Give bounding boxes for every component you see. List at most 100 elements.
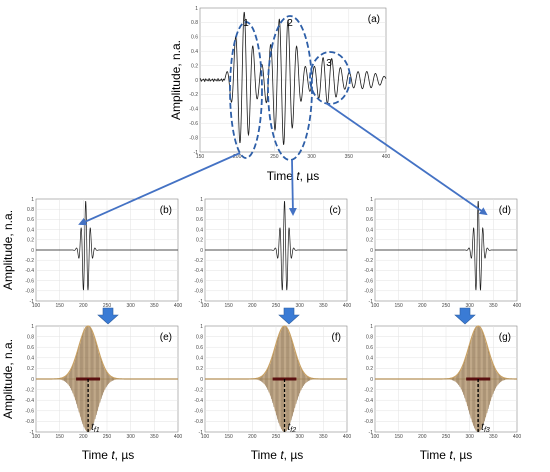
panel-d: 100 150 200 250 300 350 400 1 0.8 0.6 0.4 0.2 0 -0.2 -… bbox=[364, 197, 521, 309]
y-tick-label: 0.6 bbox=[366, 345, 373, 351]
x-tick-label: 200 bbox=[418, 434, 427, 440]
overlay-layer: 1 2 3 bbox=[78, 15, 488, 325]
peak-time-label: tf2 bbox=[288, 422, 297, 434]
panel-c: 100 150 200 250 300 350 400 1 0.8 0.6 0.4 0.2 0 -0.2 -… bbox=[194, 197, 351, 309]
y-tick-label: 1 bbox=[195, 6, 198, 12]
x-tick-label: 400 bbox=[382, 154, 391, 160]
y-tick-label: 0.2 bbox=[196, 238, 203, 244]
panel-a: 150 200 250 300 350 400 1 0.8 0.6 0.4 0.2 0 -0.2 -0.4… bbox=[169, 6, 390, 183]
y-tick-label: -0.2 bbox=[364, 387, 373, 393]
x-tick-label: 250 bbox=[103, 434, 112, 440]
y-tick-label: -0.8 bbox=[364, 419, 373, 425]
x-tick-label: 350 bbox=[150, 303, 159, 309]
x-tick-label: 150 bbox=[394, 434, 403, 440]
x-tick-label: 350 bbox=[345, 154, 354, 160]
x-tick-label: 350 bbox=[319, 434, 328, 440]
y-tick-label: -0.2 bbox=[25, 258, 34, 264]
x-tick-label: 300 bbox=[295, 303, 304, 309]
x-tick-label: 200 bbox=[79, 303, 88, 309]
x-tick-label: 100 bbox=[32, 303, 41, 309]
y-tick-label: -0.4 bbox=[194, 398, 203, 404]
y-tick-label: 0 bbox=[200, 248, 203, 254]
x-tick-label: 300 bbox=[465, 434, 474, 440]
x-axis-title: Time t, µs bbox=[420, 448, 473, 462]
x-tick-label: 250 bbox=[442, 434, 451, 440]
panel-label: (a) bbox=[368, 14, 380, 25]
x-tick-label: 200 bbox=[248, 303, 257, 309]
x-tick-label: 150 bbox=[196, 154, 205, 160]
x-tick-label: 300 bbox=[307, 154, 316, 160]
y-tick-label: 1 bbox=[31, 324, 34, 330]
y-tick-label: -0.2 bbox=[364, 258, 373, 264]
y-tick-label: -0.4 bbox=[364, 398, 373, 404]
ellipse-number-3: 3 bbox=[326, 58, 332, 69]
wave-packet-trace bbox=[375, 200, 517, 291]
panel-label: (b) bbox=[160, 205, 172, 216]
y-tick-label: -0.2 bbox=[189, 92, 198, 98]
y-tick-label: 0.8 bbox=[196, 207, 203, 213]
x-tick-label: 200 bbox=[248, 434, 257, 440]
y-tick-label: -0.6 bbox=[25, 409, 34, 415]
x-tick-label: 200 bbox=[233, 154, 242, 160]
y-tick-label: -1 bbox=[30, 299, 35, 305]
y-tick-label: -1 bbox=[369, 299, 374, 305]
y-tick-label: -0.6 bbox=[364, 409, 373, 415]
y-tick-label: 1 bbox=[31, 197, 34, 203]
y-tick-label: -0.4 bbox=[364, 268, 373, 274]
down-arrow-2 bbox=[278, 307, 300, 325]
ellipse-number-2: 2 bbox=[287, 18, 293, 29]
x-tick-label: 150 bbox=[394, 303, 403, 309]
y-tick-label: 0.2 bbox=[366, 238, 373, 244]
y-tick-label: 0.6 bbox=[366, 217, 373, 223]
y-tick-label: -0.6 bbox=[25, 278, 34, 284]
y-tick-label: -0.8 bbox=[194, 289, 203, 295]
y-tick-label: -1 bbox=[369, 430, 374, 436]
x-tick-label: 350 bbox=[489, 434, 498, 440]
panel-b: 100 150 200 250 300 350 400 1 0.8 0.6 0.4 0.2 0 -0.2 -… bbox=[1, 197, 182, 309]
y-tick-label: 0.4 bbox=[27, 356, 34, 362]
ellipse-number-1: 1 bbox=[243, 18, 249, 29]
wave-packet-ellipse-1 bbox=[229, 21, 263, 159]
wave-packet-trace bbox=[36, 200, 178, 291]
x-tick-label: 250 bbox=[272, 434, 281, 440]
y-tick-label: 1 bbox=[370, 324, 373, 330]
y-tick-label: -1 bbox=[30, 430, 35, 436]
y-tick-label: 0.6 bbox=[27, 345, 34, 351]
x-tick-label: 400 bbox=[343, 303, 352, 309]
y-tick-label: 0.6 bbox=[191, 35, 198, 41]
y-tick-label: 0.8 bbox=[191, 20, 198, 26]
y-tick-label: 0.4 bbox=[366, 356, 373, 362]
x-tick-label: 300 bbox=[126, 303, 135, 309]
x-tick-label: 200 bbox=[79, 434, 88, 440]
x-tick-label: 400 bbox=[343, 434, 352, 440]
y-tick-label: 0.8 bbox=[366, 334, 373, 340]
x-tick-label: 150 bbox=[224, 303, 233, 309]
x-axis-title: Time t, µs bbox=[251, 448, 304, 462]
x-tick-label: 400 bbox=[174, 434, 183, 440]
y-tick-label: -0.6 bbox=[194, 278, 203, 284]
y-tick-label: 0.4 bbox=[366, 227, 373, 233]
y-axis-title: Amplitude, n.a. bbox=[169, 40, 183, 120]
x-tick-label: 350 bbox=[319, 303, 328, 309]
x-tick-label: 100 bbox=[32, 434, 41, 440]
y-tick-label: 0.2 bbox=[366, 366, 373, 372]
y-tick-label: -1 bbox=[194, 150, 199, 156]
x-axis-title: Time t, µs bbox=[267, 169, 320, 183]
y-tick-label: -0.4 bbox=[25, 268, 34, 274]
x-tick-label: 350 bbox=[150, 434, 159, 440]
panel-label: (e) bbox=[160, 332, 172, 343]
wave-packet-trace bbox=[205, 200, 347, 291]
y-tick-label: 0 bbox=[31, 248, 34, 254]
y-tick-label: 0.8 bbox=[196, 334, 203, 340]
y-axis-title: Amplitude, n.a. bbox=[1, 339, 15, 419]
panels-layer: 150 200 250 300 350 40010.80.60.40.20-0.2-0.4… bbox=[1, 6, 521, 462]
x-tick-label: 300 bbox=[126, 434, 135, 440]
y-tick-label: -0.8 bbox=[25, 419, 34, 425]
x-tick-label: 200 bbox=[418, 303, 427, 309]
y-tick-label: -0.6 bbox=[194, 409, 203, 415]
y-tick-label: -0.4 bbox=[194, 268, 203, 274]
y-tick-label: 0 bbox=[195, 78, 198, 84]
y-tick-label: 0.4 bbox=[191, 49, 198, 55]
extraction-arrow-3 bbox=[325, 102, 488, 216]
